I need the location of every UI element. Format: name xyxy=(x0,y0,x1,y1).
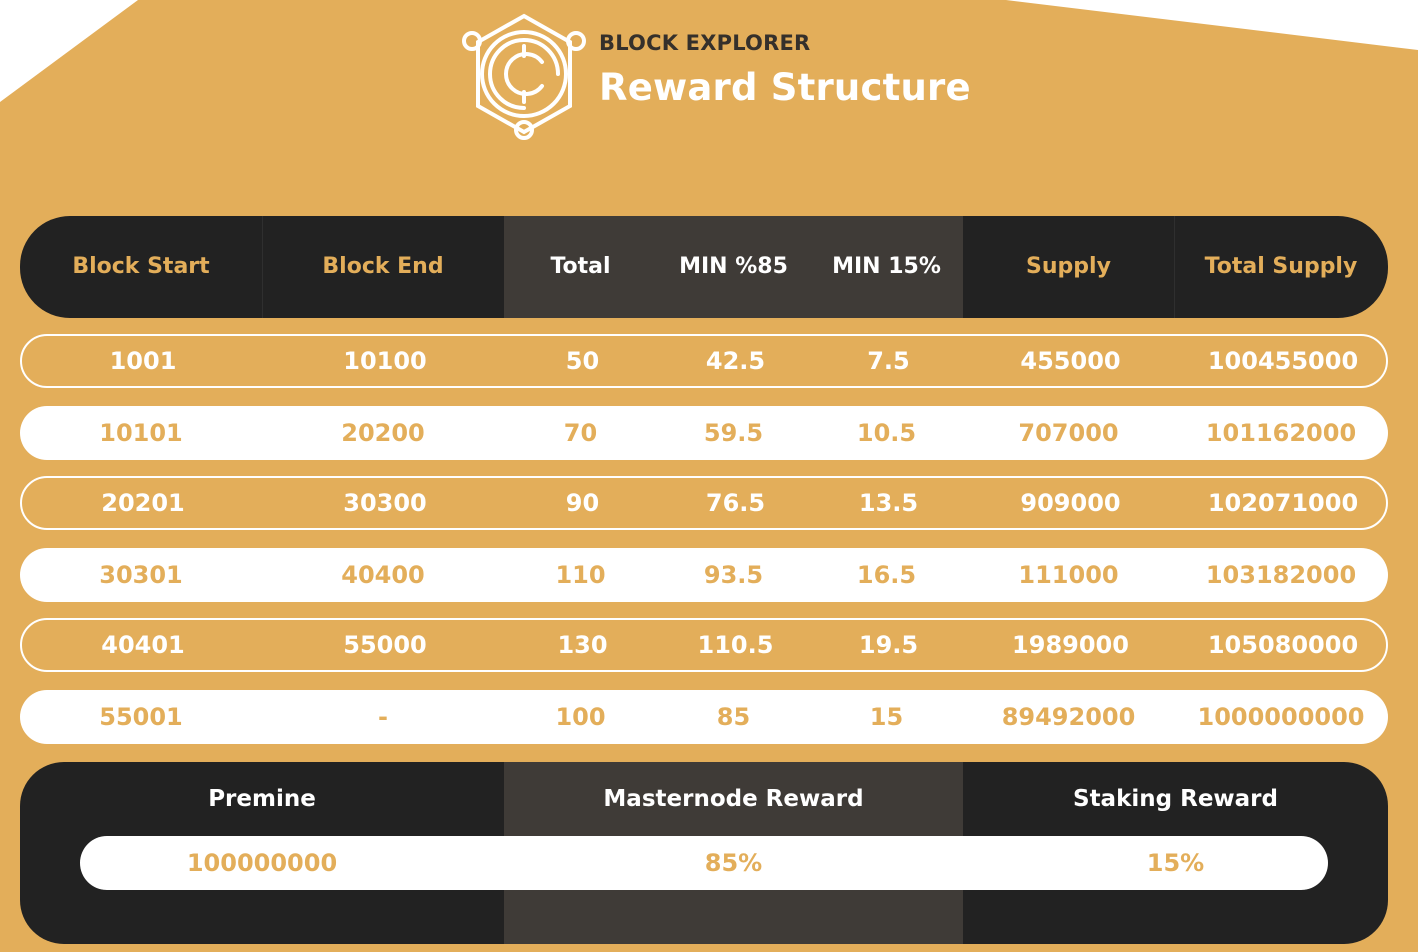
cell-min-85: 76.5 xyxy=(705,489,766,517)
cell-supply: 89492000 xyxy=(1001,703,1136,731)
cell-block-start: 10101 xyxy=(99,419,183,447)
cell-total-supply: 101162000 xyxy=(1205,419,1357,447)
cell-block-end: 10100 xyxy=(343,347,427,375)
column-header-supply: Supply xyxy=(1026,254,1111,279)
brand-subtitle: BLOCK EXPLORER xyxy=(599,31,811,55)
column-header-block-start: Block Start xyxy=(72,254,210,279)
cell-total: 50 xyxy=(565,347,600,375)
cell-total: 90 xyxy=(565,489,600,517)
cell-min-85: 110.5 xyxy=(697,631,774,659)
cell-min-15: 19.5 xyxy=(858,631,919,659)
cell-block-end: 30300 xyxy=(343,489,427,517)
summary-header-staking: Staking Reward xyxy=(1073,786,1278,812)
header-divider xyxy=(1174,216,1175,318)
column-header-block-end: Block End xyxy=(322,254,444,279)
table-header: Block Start Block End Total MIN %85 MIN … xyxy=(20,216,1388,318)
cell-min-85: 85 xyxy=(716,703,751,731)
cell-supply: 111000 xyxy=(1018,561,1119,589)
cell-total-supply: 105080000 xyxy=(1207,631,1359,659)
cell-min-15: 13.5 xyxy=(858,489,919,517)
summary-header-premine: Premine xyxy=(208,786,316,812)
cell-total: 130 xyxy=(557,631,608,659)
cell-total: 100 xyxy=(555,703,606,731)
header-divider xyxy=(262,216,263,318)
masternode-reward-value: 85% xyxy=(704,849,763,877)
summary-header-masternode: Masternode Reward xyxy=(603,786,864,812)
table-row: 10101 20200 70 59.5 10.5 707000 10116200… xyxy=(20,406,1388,460)
column-header-min-15: MIN 15% xyxy=(832,254,941,279)
summary-values-row: 100000000 85% 15% xyxy=(80,836,1328,890)
cell-block-end: 55000 xyxy=(343,631,427,659)
table-row: 55001 - 100 85 15 89492000 1000000000 xyxy=(20,690,1388,744)
cell-supply: 455000 xyxy=(1020,347,1121,375)
cell-min-15: 7.5 xyxy=(867,347,910,375)
cell-supply: 707000 xyxy=(1018,419,1119,447)
cell-total-supply: 1000000000 xyxy=(1197,703,1365,731)
cell-total: 110 xyxy=(555,561,606,589)
column-header-min-85: MIN %85 xyxy=(679,254,788,279)
cell-block-start: 1001 xyxy=(109,347,177,375)
cell-block-start: 20201 xyxy=(101,489,185,517)
cell-block-start: 55001 xyxy=(99,703,183,731)
cell-supply: 909000 xyxy=(1020,489,1121,517)
cell-total: 70 xyxy=(563,419,598,447)
cell-supply: 1989000 xyxy=(1012,631,1129,659)
page-title: Reward Structure xyxy=(599,66,971,109)
cell-min-85: 42.5 xyxy=(705,347,766,375)
table-row: 1001 10100 50 42.5 7.5 455000 100455000 xyxy=(20,334,1388,388)
column-header-total-supply: Total Supply xyxy=(1204,254,1358,279)
table-row: 20201 30300 90 76.5 13.5 909000 10207100… xyxy=(20,476,1388,530)
cell-block-end: - xyxy=(378,703,388,731)
cell-min-85: 59.5 xyxy=(703,419,764,447)
cell-block-start: 30301 xyxy=(99,561,183,589)
table-row: 40401 55000 130 110.5 19.5 1989000 10508… xyxy=(20,618,1388,672)
premine-value: 100000000 xyxy=(186,849,338,877)
staking-reward-value: 15% xyxy=(1146,849,1205,877)
header-center-band xyxy=(504,216,963,318)
cell-min-15: 16.5 xyxy=(856,561,917,589)
column-header-total: Total xyxy=(550,254,611,279)
cell-total-supply: 100455000 xyxy=(1207,347,1359,375)
crypto-coin-logo-icon xyxy=(462,13,586,140)
table-row: 30301 40400 110 93.5 16.5 111000 1031820… xyxy=(20,548,1388,602)
cell-block-end: 20200 xyxy=(341,419,425,447)
cell-min-85: 93.5 xyxy=(703,561,764,589)
reward-summary-panel: Premine Masternode Reward Staking Reward… xyxy=(20,762,1388,944)
cell-min-15: 15 xyxy=(869,703,904,731)
cell-block-start: 40401 xyxy=(101,631,185,659)
cell-block-end: 40400 xyxy=(341,561,425,589)
cell-total-supply: 102071000 xyxy=(1207,489,1359,517)
cell-min-15: 10.5 xyxy=(856,419,917,447)
cell-total-supply: 103182000 xyxy=(1205,561,1357,589)
